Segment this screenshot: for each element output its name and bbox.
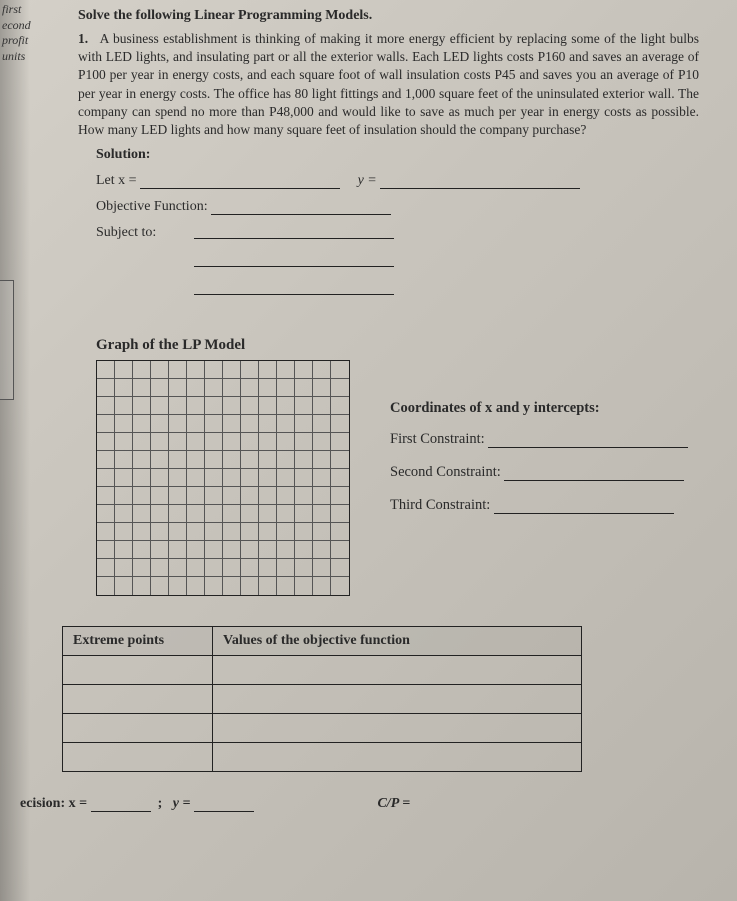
- table-header-extreme: Extreme points: [63, 627, 213, 656]
- third-constraint-blank: [494, 500, 674, 514]
- second-constraint-label: Second Constraint:: [390, 464, 501, 480]
- intercepts-block: Coordinates of x and y intercepts: First…: [390, 400, 688, 530]
- margin-word: profit: [2, 33, 31, 49]
- question-text: A business establishment is thinking of …: [78, 31, 699, 137]
- table-header-values: Values of the objective function: [213, 627, 582, 656]
- y-blank: [380, 175, 580, 189]
- objective-blank: [211, 201, 391, 215]
- table-row: [63, 685, 582, 714]
- table-row: [63, 656, 582, 685]
- margin-cut-words: first econd profit units: [2, 2, 31, 64]
- table-row: [63, 743, 582, 772]
- worksheet-page: first econd profit units Solve the follo…: [0, 0, 737, 901]
- decision-line: ecision: x = ; y = C/P =: [20, 796, 709, 812]
- constraint-blank-3: [194, 281, 394, 295]
- decision-semi: ;: [158, 796, 163, 811]
- solution-block: Solution: Let x = y = Objective Function…: [96, 147, 709, 309]
- decision-cp-label: C/P =: [377, 796, 410, 811]
- solution-label: Solution:: [96, 147, 150, 162]
- let-x-blank: [140, 175, 340, 189]
- decision-x-blank: [91, 798, 151, 812]
- graph-and-intercepts-row: Coordinates of x and y intercepts: First…: [96, 360, 709, 596]
- margin-word: first: [2, 2, 31, 18]
- decision-label: ecision: x =: [20, 796, 87, 811]
- problem-statement: 1. A business establishment is thinking …: [78, 30, 699, 139]
- y-equals-label: y =: [358, 173, 377, 188]
- margin-word: units: [2, 49, 31, 65]
- constraint-blank-1: [194, 225, 394, 239]
- intercepts-title: Coordinates of x and y intercepts:: [390, 400, 688, 417]
- question-number: 1.: [78, 30, 96, 48]
- second-constraint-blank: [504, 467, 684, 481]
- extreme-points-table: Extreme points Values of the objective f…: [62, 626, 582, 772]
- let-x-label: Let x =: [96, 173, 137, 188]
- first-constraint-blank: [488, 434, 688, 448]
- table-row: [63, 714, 582, 743]
- constraint-blank-2: [194, 253, 394, 267]
- third-constraint-label: Third Constraint:: [390, 497, 490, 513]
- decision-y-label: y =: [173, 796, 191, 811]
- objective-function-label: Objective Function:: [96, 199, 208, 214]
- extreme-points-table-wrap: Extreme points Values of the objective f…: [62, 626, 709, 772]
- margin-word: econd: [2, 18, 31, 34]
- lp-graph-grid: [96, 360, 350, 596]
- first-constraint-label: First Constraint:: [390, 431, 485, 447]
- decision-y-blank: [194, 798, 254, 812]
- graph-title: Graph of the LP Model: [96, 337, 709, 354]
- subject-to-label: Subject to:: [96, 225, 190, 309]
- section-header: Solve the following Linear Programming M…: [78, 8, 709, 24]
